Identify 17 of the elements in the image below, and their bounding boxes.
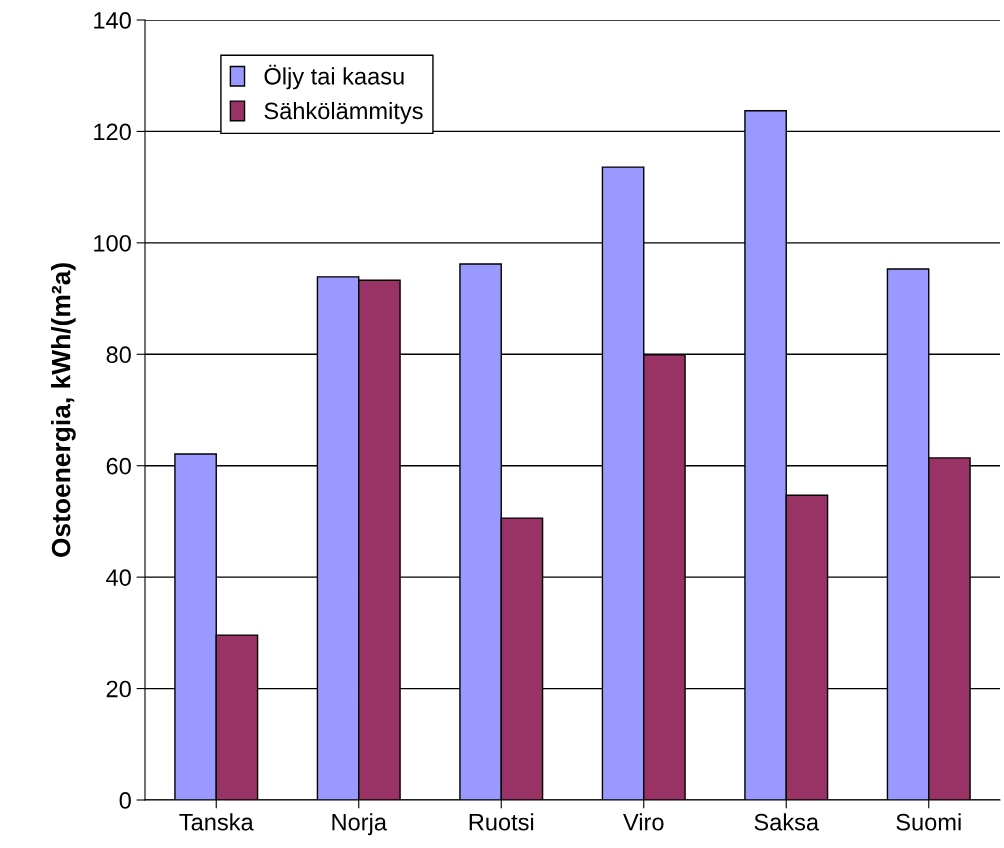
x-tick-label: Ruotsi bbox=[469, 813, 534, 831]
legend-label: Sähkölämmitys bbox=[264, 101, 423, 124]
y-tick-label: 80 bbox=[106, 346, 131, 364]
x-tick-label: Tanska bbox=[179, 813, 254, 831]
y-tick-label: 20 bbox=[106, 680, 131, 698]
x-tick-label: Viro bbox=[623, 813, 664, 831]
x-tick-label: Suomi bbox=[896, 813, 961, 831]
x-tick-label: Norja bbox=[332, 813, 387, 836]
y-tick-label: 100 bbox=[94, 234, 131, 252]
x-tick-label: Saksa bbox=[754, 813, 820, 831]
legend-label: Öljy tai kaasu bbox=[264, 64, 404, 90]
y-tick-label: 0 bbox=[119, 792, 131, 809]
y-tick-label: 140 bbox=[94, 12, 131, 29]
y-axis-title: Ostoenergia, kWh/(m²a) bbox=[51, 263, 76, 557]
y-tick-label: 120 bbox=[94, 123, 131, 141]
y-tick-label: 60 bbox=[106, 457, 131, 475]
y-tick-label: 40 bbox=[106, 569, 131, 586]
